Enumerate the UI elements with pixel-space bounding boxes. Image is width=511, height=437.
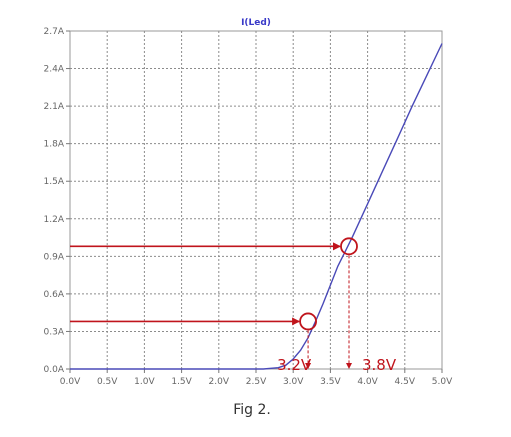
y-tick-label: 0.9A — [44, 252, 65, 262]
y-tick-label: 2.7A — [44, 27, 65, 37]
series-layer — [70, 43, 443, 370]
y-tick-label: 1.5A — [44, 177, 65, 187]
x-tick-label: 5.0V — [432, 377, 453, 387]
x-tick-label: 4.5V — [395, 377, 416, 387]
x-tick-label: 2.0V — [209, 377, 230, 387]
x-tick-label: 3.5V — [320, 377, 341, 387]
operating-point-circle — [299, 312, 317, 331]
x-tick-label: 3.0V — [283, 377, 304, 387]
x-tick-label: 1.0V — [134, 377, 155, 387]
series-line — [70, 43, 443, 370]
grid-lines — [70, 31, 442, 369]
operating-point-circle — [340, 237, 358, 256]
y-tick-label: 0.0A — [44, 365, 65, 375]
x-tick-label: 0.5V — [97, 377, 118, 387]
x-tick-label: 2.5V — [246, 377, 267, 387]
x-tick-label: 1.5V — [171, 377, 192, 387]
y-tick-label: 1.2A — [44, 215, 65, 225]
annotation-layer: 3.2V 3.8V — [70, 237, 397, 374]
y-tick-label: 2.4A — [44, 65, 65, 75]
x-tick-label: 4.0V — [357, 377, 378, 387]
y-axis-ticks: 0.0A 0.3A 0.6A 0.9A 1.2A 1.5A 1.8A 2.1A 2.4A 2.7A — [44, 27, 70, 375]
x-axis-ticks: 0.0V 0.5V 1.0V 1.5V 2.0V 2.5V 3.0V 3.5V 4.0V 4.5V… — [60, 369, 453, 387]
y-tick-label: 0.3A — [44, 327, 65, 337]
y-tick-label: 1.8A — [44, 140, 65, 150]
voltage-label: 3.2V — [277, 356, 312, 374]
chart-title: I(Led) — [241, 18, 271, 28]
voltage-label: 3.8V — [362, 356, 397, 374]
figure-caption: Fig 2. — [233, 402, 271, 418]
y-tick-label: 0.6A — [44, 290, 65, 300]
y-tick-label: 2.1A — [44, 102, 65, 112]
x-tick-label: 0.0V — [60, 377, 81, 387]
